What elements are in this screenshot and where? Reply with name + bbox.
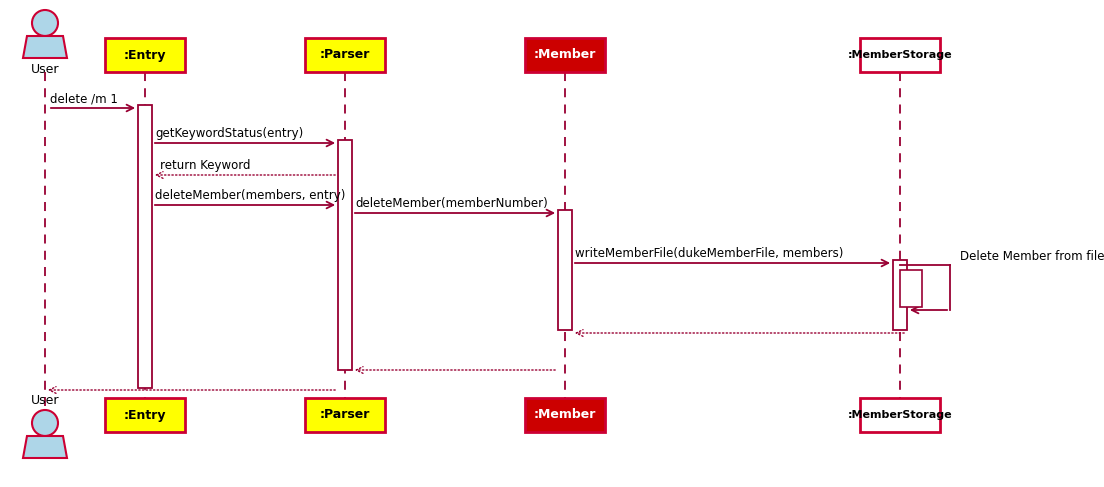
- Bar: [105, 398, 185, 432]
- Text: User: User: [31, 63, 60, 76]
- Bar: [860, 398, 940, 432]
- Text: deleteMember(members, entry): deleteMember(members, entry): [155, 189, 346, 202]
- Polygon shape: [23, 436, 67, 458]
- Polygon shape: [23, 36, 67, 58]
- Circle shape: [32, 10, 59, 36]
- Text: User: User: [31, 394, 60, 407]
- Text: getKeywordStatus(entry): getKeywordStatus(entry): [155, 127, 304, 140]
- Text: :Entry: :Entry: [124, 409, 167, 422]
- Bar: [338, 140, 352, 370]
- Text: Delete Member from file: Delete Member from file: [960, 250, 1104, 263]
- Text: return Keyword: return Keyword: [160, 159, 251, 172]
- Bar: [526, 38, 605, 72]
- Bar: [893, 260, 907, 330]
- Bar: [105, 38, 185, 72]
- Text: :Entry: :Entry: [124, 49, 167, 61]
- Text: deleteMember(memberNumber): deleteMember(memberNumber): [355, 197, 548, 210]
- Text: delete /m 1: delete /m 1: [50, 92, 118, 105]
- Text: :Parser: :Parser: [320, 49, 370, 61]
- Text: :Parser: :Parser: [320, 409, 370, 422]
- Text: :Member: :Member: [534, 49, 596, 61]
- Bar: [526, 398, 605, 432]
- Text: writeMemberFile(dukeMemberFile, members): writeMemberFile(dukeMemberFile, members): [575, 247, 843, 260]
- Bar: [138, 105, 152, 388]
- Bar: [305, 38, 385, 72]
- Bar: [860, 38, 940, 72]
- Text: :Member: :Member: [534, 409, 596, 422]
- Bar: [305, 398, 385, 432]
- Text: :MemberStorage: :MemberStorage: [848, 410, 953, 420]
- Bar: [900, 270, 922, 307]
- Text: :MemberStorage: :MemberStorage: [848, 50, 953, 60]
- Bar: [558, 210, 572, 330]
- Circle shape: [32, 410, 59, 436]
